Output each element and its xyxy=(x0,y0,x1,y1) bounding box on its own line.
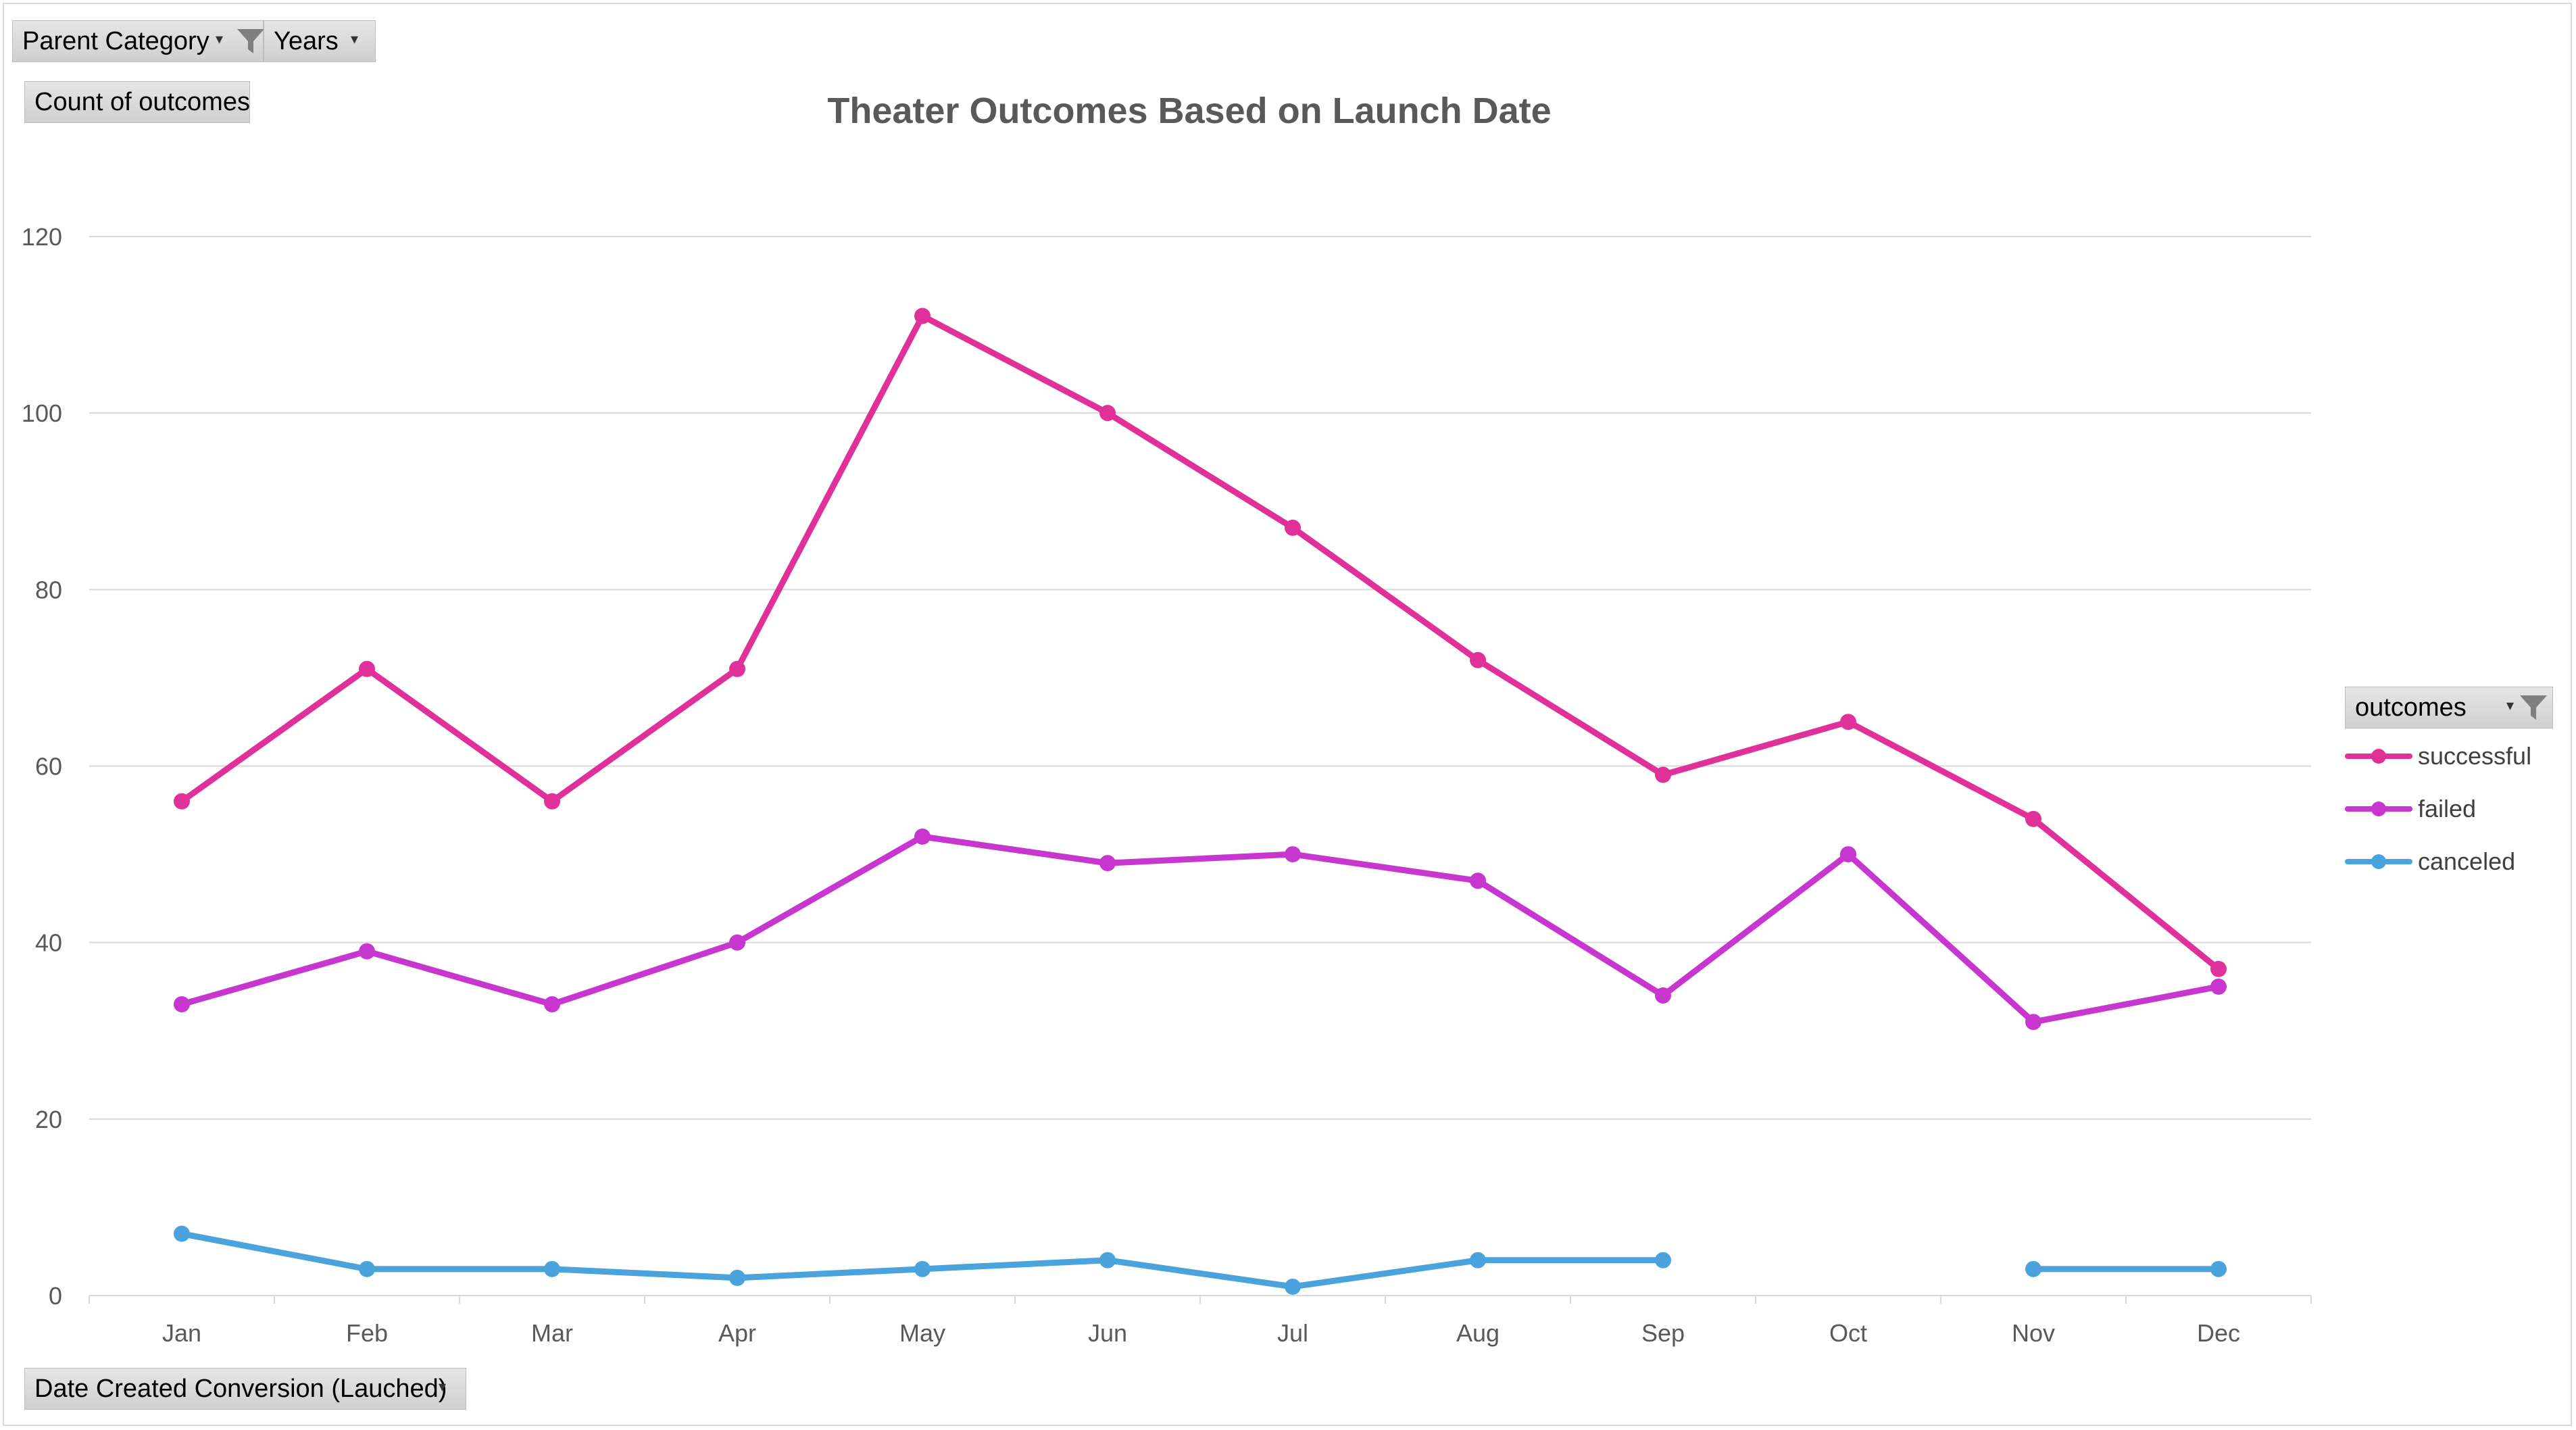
chart-frame xyxy=(3,3,2572,1426)
y-axis-tick-labels: 0 20 40 60 80 100 120 xyxy=(22,223,62,1310)
date-created-field-label: Date Created Conversion (Lauched) xyxy=(34,1374,447,1403)
x-tick-label: Apr xyxy=(718,1319,756,1347)
dropdown-arrow-icon[interactable]: ▾ xyxy=(439,1378,447,1395)
data-point-failed xyxy=(914,828,931,845)
data-point-successful xyxy=(1840,714,1856,731)
legend-label: failed xyxy=(2418,795,2477,822)
legend-dot-marker xyxy=(2371,802,2386,816)
data-point-failed xyxy=(359,943,375,960)
years-label: Years xyxy=(274,26,339,55)
chart-title: Theater Outcomes Based on Launch Date xyxy=(827,91,1551,131)
outcomes-legend-filter-button[interactable]: outcomes ▾ xyxy=(2345,687,2553,729)
legend-label: successful xyxy=(2418,742,2532,770)
x-tick-label: Aug xyxy=(1456,1319,1500,1347)
x-tick-label: Feb xyxy=(346,1319,388,1347)
data-point-canceled xyxy=(544,1260,560,1277)
filter-funnel-icon[interactable] xyxy=(2519,693,2548,722)
x-tick-label: Jul xyxy=(1277,1319,1308,1347)
data-point-successful xyxy=(729,660,745,677)
legend-item-failed: failed xyxy=(2345,792,2476,826)
data-point-successful xyxy=(2025,810,2041,827)
series-line-canceled xyxy=(178,1231,1666,1290)
x-tick-label: May xyxy=(899,1319,945,1347)
y-tick-label: 0 xyxy=(49,1282,62,1310)
y-tick-label: 60 xyxy=(35,753,62,781)
data-point-failed xyxy=(1099,855,1116,872)
x-tick-label: Mar xyxy=(531,1319,573,1347)
x-axis-tick-labels: Jan Feb Mar Apr May Jun Jul Aug Sep Oct Nov Dec xyxy=(162,1319,2240,1347)
data-point-canceled xyxy=(2025,1260,2041,1277)
x-tick-label: Jun xyxy=(1088,1319,1127,1347)
data-point-successful xyxy=(1285,519,1301,536)
gridlines xyxy=(89,236,2312,1304)
count-of-outcomes-label: Count of outcomes xyxy=(34,87,250,116)
data-point-failed xyxy=(1470,872,1486,889)
series-line-failed xyxy=(178,833,2222,1025)
data-point-canceled xyxy=(914,1260,931,1277)
data-point-successful xyxy=(1099,405,1116,422)
data-point-successful xyxy=(174,793,190,810)
legend-item-successful: successful xyxy=(2345,739,2531,773)
data-point-canceled xyxy=(1099,1252,1116,1268)
legend-dot-marker xyxy=(2371,854,2386,869)
data-point-successful xyxy=(1655,766,1671,783)
legend-label: canceled xyxy=(2418,847,2516,875)
data-point-successful xyxy=(914,307,931,324)
y-tick-label: 40 xyxy=(35,929,62,957)
data-point-failed xyxy=(1840,846,1856,863)
x-tick-label: Sep xyxy=(1641,1319,1685,1347)
legend-item-canceled: canceled xyxy=(2345,845,2515,879)
series-lines xyxy=(174,307,2227,1295)
series-line-successful xyxy=(178,313,2222,972)
dropdown-arrow-icon[interactable]: ▾ xyxy=(216,30,224,47)
dropdown-arrow-icon[interactable]: ▾ xyxy=(351,30,359,47)
y-tick-label: 120 xyxy=(22,223,62,251)
date-created-field-button[interactable]: Date Created Conversion (Lauched) ▾ xyxy=(24,1368,466,1410)
data-point-successful xyxy=(544,793,560,810)
data-point-failed xyxy=(544,996,560,1013)
x-tick-label: Oct xyxy=(1829,1319,1867,1347)
data-point-canceled xyxy=(1285,1278,1301,1295)
data-point-failed xyxy=(1285,846,1301,863)
dropdown-arrow-icon[interactable]: ▾ xyxy=(2506,697,2515,714)
parent-category-filter-button[interactable]: Parent Category ▾ xyxy=(12,20,264,62)
data-point-failed xyxy=(174,996,190,1013)
data-point-successful xyxy=(359,660,375,677)
data-point-failed xyxy=(1655,987,1671,1004)
legend-line-marker xyxy=(2345,854,2412,869)
data-point-canceled xyxy=(729,1269,745,1286)
legend-line-marker xyxy=(2345,749,2412,764)
y-tick-label: 100 xyxy=(22,399,62,427)
x-tick-label: Nov xyxy=(2012,1319,2055,1347)
outcomes-label: outcomes xyxy=(2355,693,2467,722)
data-point-successful xyxy=(1470,651,1486,668)
data-point-canceled xyxy=(1470,1252,1486,1268)
filter-funnel-icon[interactable] xyxy=(236,26,266,56)
data-point-canceled xyxy=(1655,1252,1671,1268)
years-filter-button[interactable]: Years ▾ xyxy=(264,20,376,62)
legend-dot-marker xyxy=(2371,749,2386,764)
data-point-canceled xyxy=(174,1225,190,1242)
data-point-successful xyxy=(2210,960,2227,977)
legend-line-marker xyxy=(2345,802,2412,816)
data-point-canceled xyxy=(2210,1260,2227,1277)
data-point-failed xyxy=(729,934,745,951)
y-tick-label: 20 xyxy=(35,1106,62,1133)
data-point-failed xyxy=(2025,1014,2041,1031)
data-point-canceled xyxy=(359,1260,375,1277)
x-tick-label: Jan xyxy=(162,1319,201,1347)
count-of-outcomes-button[interactable]: Count of outcomes xyxy=(24,81,250,123)
y-tick-label: 80 xyxy=(35,576,62,603)
parent-category-label: Parent Category xyxy=(22,26,209,55)
x-tick-label: Dec xyxy=(2197,1319,2240,1347)
data-point-failed xyxy=(2210,978,2227,995)
